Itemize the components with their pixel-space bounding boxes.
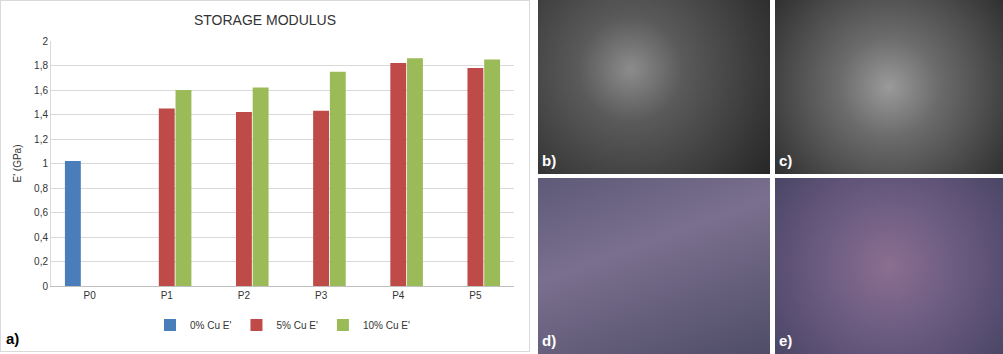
svg-text:P5: P5 — [469, 290, 482, 301]
html-text:c): c) — [779, 152, 793, 169]
svg-text:1,6: 1,6 — [34, 85, 48, 96]
svg-text:E' (GPa): E' (GPa) — [12, 144, 23, 182]
html-text:e): e) — [779, 332, 793, 349]
svg-text:1,4: 1,4 — [34, 109, 48, 120]
svg-text:0,2: 0,2 — [34, 256, 48, 267]
html-text:b): b) — [542, 152, 557, 169]
svg-text:1: 1 — [42, 158, 48, 169]
svg-text:STORAGE MODULUS: STORAGE MODULUS — [194, 12, 336, 28]
svg-text:P3: P3 — [315, 290, 328, 301]
svg-text:0,6: 0,6 — [34, 207, 48, 218]
html-text:a): a) — [6, 330, 20, 347]
svg-text:2: 2 — [42, 36, 48, 47]
html-text:d): d) — [542, 332, 557, 349]
svg-text:P1: P1 — [161, 290, 174, 301]
svg-text:1,8: 1,8 — [34, 60, 48, 71]
svg-text:0,8: 0,8 — [34, 183, 48, 194]
svg-text:10% Cu E': 10% Cu E' — [363, 320, 410, 331]
svg-text:P2: P2 — [238, 290, 251, 301]
svg-text:0,4: 0,4 — [34, 232, 48, 243]
svg-text:P0: P0 — [83, 290, 96, 301]
svg-text:0: 0 — [42, 281, 48, 292]
svg-text:5% Cu E': 5% Cu E' — [276, 320, 317, 331]
svg-text:1,2: 1,2 — [34, 134, 48, 145]
svg-text:P4: P4 — [392, 290, 405, 301]
svg-text:0% Cu E': 0% Cu E' — [190, 320, 231, 331]
